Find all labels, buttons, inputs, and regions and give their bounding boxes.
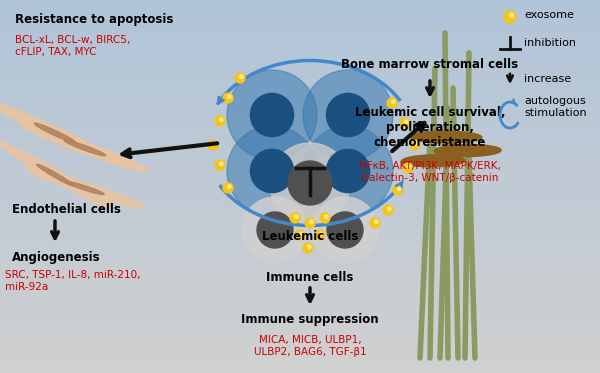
Circle shape <box>388 207 391 210</box>
Ellipse shape <box>0 142 112 208</box>
Circle shape <box>295 215 298 219</box>
Text: Resistance to apoptosis: Resistance to apoptosis <box>15 13 173 26</box>
Circle shape <box>305 218 315 228</box>
Text: inhibition: inhibition <box>524 38 576 48</box>
Circle shape <box>325 215 328 219</box>
Circle shape <box>215 116 225 126</box>
Circle shape <box>212 142 216 145</box>
Circle shape <box>315 230 325 240</box>
Circle shape <box>290 213 300 223</box>
Circle shape <box>327 212 363 248</box>
Text: increase: increase <box>524 74 571 84</box>
Text: Leukemic cells: Leukemic cells <box>262 230 358 243</box>
Ellipse shape <box>34 123 76 143</box>
Circle shape <box>250 150 293 192</box>
Circle shape <box>288 161 332 205</box>
Circle shape <box>326 150 370 192</box>
Circle shape <box>415 142 418 145</box>
Circle shape <box>404 120 408 123</box>
Circle shape <box>208 140 218 150</box>
Ellipse shape <box>410 131 482 143</box>
Text: Bone marrow stromal cells: Bone marrow stromal cells <box>341 58 518 71</box>
Circle shape <box>407 165 411 169</box>
Circle shape <box>308 245 311 248</box>
Circle shape <box>303 70 393 160</box>
Circle shape <box>310 220 313 223</box>
Text: SRC, TSP-1, IL-8, miR-210,
miR-92a: SRC, TSP-1, IL-8, miR-210, miR-92a <box>5 270 140 292</box>
Text: NFκB, AKT/PI3K, MAPK/ERK,
Galectin-3, WNT/β-catenin: NFκB, AKT/PI3K, MAPK/ERK, Galectin-3, WN… <box>359 161 501 183</box>
Ellipse shape <box>66 181 104 195</box>
Circle shape <box>320 232 323 235</box>
Circle shape <box>393 185 403 195</box>
Text: exosome: exosome <box>524 10 574 20</box>
Text: Angiogenesis: Angiogenesis <box>12 251 101 264</box>
Circle shape <box>303 126 393 216</box>
Ellipse shape <box>401 155 465 167</box>
Circle shape <box>504 11 516 23</box>
Circle shape <box>383 205 393 215</box>
Ellipse shape <box>21 124 149 172</box>
Circle shape <box>223 183 233 193</box>
Circle shape <box>250 93 293 137</box>
Circle shape <box>227 95 231 98</box>
Circle shape <box>370 218 380 228</box>
Circle shape <box>227 70 317 160</box>
Ellipse shape <box>0 103 118 163</box>
Circle shape <box>387 98 397 108</box>
Text: Leukemic cell survival,
proliferation,
chemoresistance: Leukemic cell survival, proliferation, c… <box>355 106 505 149</box>
Text: Endothelial cells: Endothelial cells <box>12 203 121 216</box>
Circle shape <box>257 212 293 248</box>
Circle shape <box>235 73 245 83</box>
Ellipse shape <box>64 140 106 156</box>
Circle shape <box>326 93 370 137</box>
Circle shape <box>295 230 305 240</box>
Ellipse shape <box>26 168 144 208</box>
Circle shape <box>215 160 225 170</box>
Circle shape <box>270 143 350 223</box>
Circle shape <box>242 197 308 263</box>
Circle shape <box>374 220 378 223</box>
Text: Immune suppression: Immune suppression <box>241 313 379 326</box>
Circle shape <box>299 232 303 235</box>
Circle shape <box>227 126 317 216</box>
Circle shape <box>312 197 378 263</box>
Circle shape <box>403 163 413 173</box>
Circle shape <box>220 118 223 122</box>
Text: Immune cells: Immune cells <box>266 271 353 284</box>
Ellipse shape <box>37 164 73 186</box>
Text: autologous
stimulation: autologous stimulation <box>524 96 587 118</box>
Circle shape <box>239 75 243 78</box>
Text: BCL-xL, BCL-w, BIRC5,
cFLIP, TAX, MYC: BCL-xL, BCL-w, BIRC5, cFLIP, TAX, MYC <box>15 35 130 57</box>
Circle shape <box>398 187 401 191</box>
Circle shape <box>400 118 410 128</box>
Circle shape <box>303 243 313 253</box>
Circle shape <box>509 13 514 18</box>
Circle shape <box>392 100 395 103</box>
Circle shape <box>320 213 330 223</box>
Circle shape <box>223 93 233 103</box>
Ellipse shape <box>434 145 501 157</box>
Circle shape <box>410 140 420 150</box>
Circle shape <box>220 162 223 166</box>
Circle shape <box>227 185 231 188</box>
Text: MICA, MICB, ULBP1,
ULBP2, BAG6, TGF-β1: MICA, MICB, ULBP1, ULBP2, BAG6, TGF-β1 <box>254 335 367 357</box>
